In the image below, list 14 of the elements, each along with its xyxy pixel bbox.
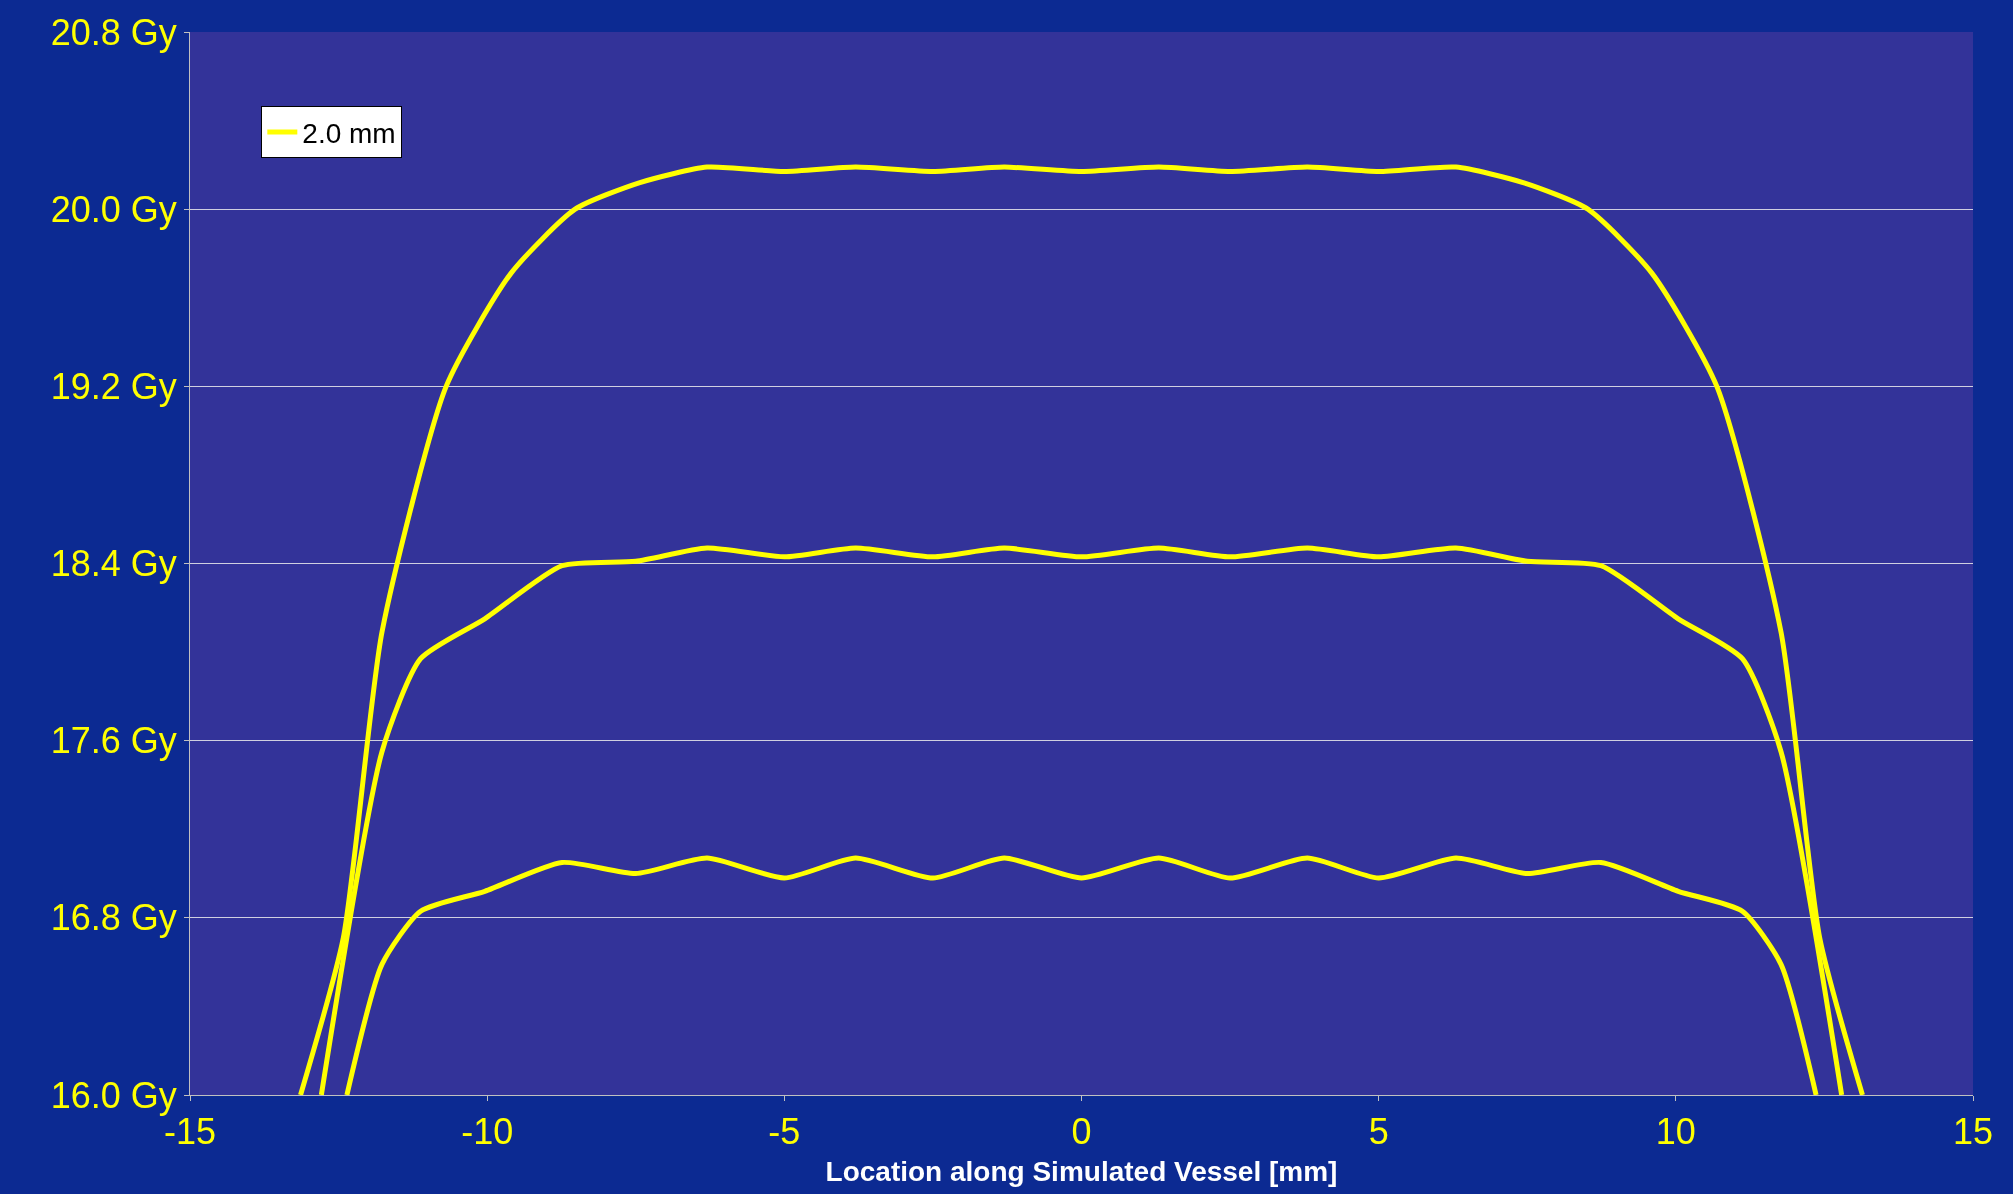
- x-tick-label: 5: [1368, 1111, 1389, 1153]
- y-tick-label: 20.0 Gy: [50, 188, 177, 230]
- y-tick-label: 17.6 Gy: [50, 720, 177, 762]
- x-axis-title: Location along Simulated Vessel [mm]: [825, 1156, 1338, 1188]
- y-tick-label: 20.8 Gy: [50, 11, 177, 53]
- x-tick-label: -5: [768, 1111, 801, 1153]
- y-tick-label: 16.8 Gy: [50, 897, 177, 939]
- y-tick-label: 18.4 Gy: [50, 543, 177, 585]
- x-tick-label: 10: [1655, 1111, 1696, 1153]
- y-tick-label: 19.2 Gy: [50, 365, 177, 407]
- x-tick-label: 0: [1071, 1111, 1092, 1153]
- x-tick-label: -10: [461, 1111, 514, 1153]
- x-tick-label: 15: [1952, 1111, 1994, 1153]
- legend-label: 2.0 mm: [302, 118, 396, 150]
